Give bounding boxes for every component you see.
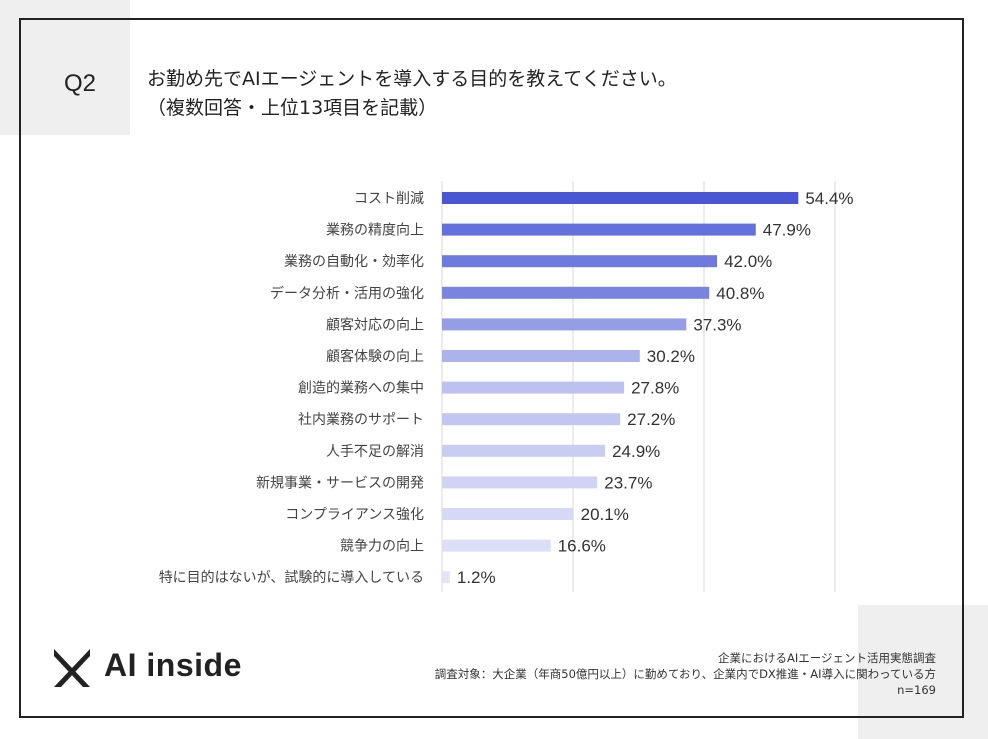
category-label: 顧客体験の向上 bbox=[326, 348, 424, 365]
category-label: 社内業務のサポート bbox=[298, 412, 424, 428]
question-number: Q2 bbox=[64, 70, 97, 97]
value-label: 27.2% bbox=[627, 410, 675, 429]
value-label: 37.3% bbox=[693, 315, 741, 334]
survey-name: 企業におけるAIエージェント活用実態調査 bbox=[717, 651, 936, 665]
bar bbox=[442, 571, 450, 584]
category-label: コンプライアンス強化 bbox=[285, 507, 424, 523]
bar bbox=[442, 476, 598, 489]
category-label: 競争力の向上 bbox=[340, 539, 424, 555]
question-title: お勤め先でAIエージェントを導入する目的を教えてください。 bbox=[147, 68, 677, 90]
bar bbox=[442, 508, 574, 520]
value-label: 54.4% bbox=[805, 189, 853, 208]
bar bbox=[442, 444, 606, 457]
bar bbox=[442, 255, 718, 268]
sample-size: n=169 bbox=[897, 683, 936, 697]
value-label: 16.6% bbox=[558, 537, 606, 556]
category-label: データ分析・活用の強化 bbox=[270, 285, 424, 302]
bar bbox=[442, 286, 710, 299]
ai-inside-logo-icon bbox=[54, 649, 90, 687]
question-subtitle: （複数回答・上位13項目を記載） bbox=[147, 97, 438, 119]
bar bbox=[442, 223, 756, 236]
category-label: 創造的業務への集中 bbox=[298, 380, 424, 397]
corner-decoration-top-left bbox=[0, 0, 130, 135]
category-label: 特に目的はないが、試験的に導入している bbox=[159, 570, 424, 586]
value-label: 42.0% bbox=[724, 252, 772, 271]
footer-notes: 企業におけるAIエージェント活用実態調査 調査対象：大企業（年商50億円以上）に… bbox=[435, 650, 936, 698]
bar bbox=[442, 192, 799, 204]
value-label: 20.1% bbox=[581, 505, 629, 524]
bar bbox=[442, 350, 640, 362]
value-label: 40.8% bbox=[716, 284, 764, 303]
logo-text: AI inside bbox=[104, 647, 242, 683]
category-label: 人手不足の解消 bbox=[326, 444, 424, 460]
category-label: コスト削減 bbox=[354, 190, 424, 207]
category-label: 業務の自動化・効率化 bbox=[284, 253, 424, 270]
survey-target: 調査対象：大企業（年商50億円以上）に勤めており、企業内でDX推進・AI導入に関… bbox=[434, 667, 936, 681]
category-label: 新規事業・サービスの開発 bbox=[256, 475, 424, 491]
category-label: 業務の精度向上 bbox=[326, 223, 424, 239]
value-label: 30.2% bbox=[647, 347, 695, 366]
bar bbox=[442, 539, 551, 552]
value-label: 47.9% bbox=[763, 221, 811, 240]
bar bbox=[442, 381, 625, 394]
value-label: 23.7% bbox=[604, 473, 652, 492]
category-label: 顧客対応の向上 bbox=[326, 316, 424, 333]
value-label: 1.2% bbox=[457, 568, 496, 587]
value-label: 24.9% bbox=[612, 442, 660, 461]
value-label: 27.8% bbox=[631, 379, 679, 398]
chart-frame bbox=[19, 18, 964, 718]
bar bbox=[442, 413, 621, 426]
bar bbox=[442, 318, 687, 331]
